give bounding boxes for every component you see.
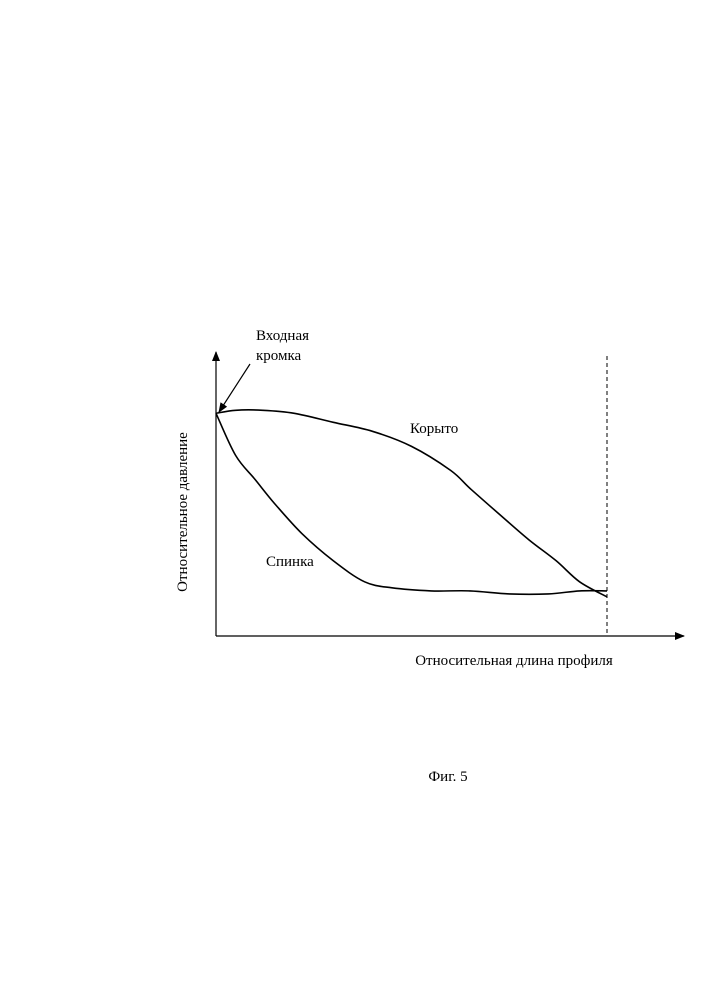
leading-edge-label-1: Входная (256, 328, 309, 344)
x-axis-label: Относительная длина профиля (415, 653, 613, 669)
series-label-korito: Корыто (410, 421, 458, 437)
leading-edge-arrow (219, 364, 250, 412)
leading-edge-label-2: кромка (256, 348, 302, 364)
figure-caption: Фиг. 5 (428, 769, 467, 785)
y-axis-label: Относительное давление (175, 432, 191, 592)
series-label-spinka: Спинка (266, 554, 314, 570)
